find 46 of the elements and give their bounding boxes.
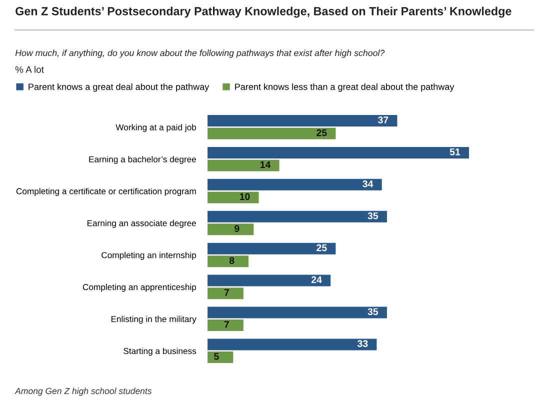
bar	[208, 338, 377, 350]
data-label: 34	[362, 180, 374, 188]
y-tick-label: Enlisting in the military	[111, 316, 196, 324]
legend-label: Parent knows a great deal about the pathway	[28, 83, 210, 92]
data-label: 9	[234, 225, 240, 232]
data-label: 37	[378, 116, 388, 124]
bar	[208, 256, 249, 268]
bar	[208, 160, 280, 172]
x-axis-title: % A lot	[15, 66, 44, 73]
data-label: 24	[311, 276, 322, 284]
data-label: 8	[229, 257, 234, 264]
data-label: 51	[450, 148, 460, 156]
y-tick-label: Earning an associate degree	[87, 220, 196, 228]
bar	[208, 146, 470, 158]
data-label: 7	[224, 321, 229, 328]
bar	[208, 274, 331, 286]
data-label: 25	[316, 129, 327, 136]
y-tick-label: Working at a paid job	[116, 124, 196, 132]
bar	[208, 115, 398, 127]
legend-label: Parent knows less than a great deal about the pathway	[235, 83, 454, 92]
chart-subtitle: How much, if anything, do you know about the following pathways that exist after high school?	[15, 50, 385, 58]
y-tick-label: Completing an apprenticeship	[82, 284, 196, 292]
bar	[208, 306, 387, 318]
data-label: 25	[316, 244, 327, 252]
data-label: 33	[357, 340, 368, 348]
bar	[208, 320, 244, 332]
data-label: 7	[224, 289, 229, 296]
bar	[208, 192, 259, 204]
data-label: 5	[214, 353, 219, 360]
bar	[208, 128, 336, 140]
chart-title: Gen Z Students’ Postsecondary Pathway Knowledge, Based on Their Parents’ Knowledge	[16, 6, 512, 18]
y-tick-label: Starting a business	[124, 348, 196, 356]
data-label: 35	[368, 212, 378, 220]
bar	[208, 351, 234, 363]
y-tick-label: Earning a bachelor’s degree	[89, 156, 196, 164]
text: Among Gen Z high school students	[14, 388, 152, 396]
bar	[208, 224, 254, 236]
y-tick-label: Completing an internship	[102, 252, 196, 260]
y-tick-label: Completing a certificate or certification program	[16, 188, 196, 196]
data-label: 14	[260, 161, 271, 168]
bar	[208, 210, 387, 222]
bar	[208, 288, 244, 300]
data-label: 35	[368, 308, 378, 316]
bar	[208, 242, 336, 254]
bar	[208, 178, 382, 190]
data-label: 10	[240, 193, 250, 200]
